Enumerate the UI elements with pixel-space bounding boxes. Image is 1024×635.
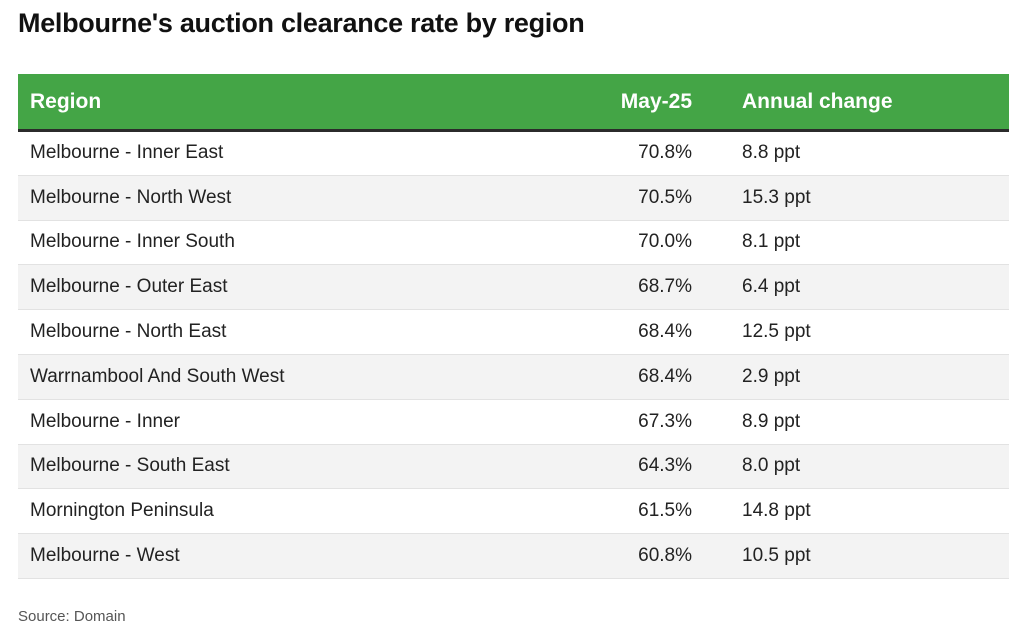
cell-annual-change: 8.0 ppt: [698, 444, 1009, 490]
table-row: Melbourne - North East 68.4% 12.5 ppt: [18, 309, 1009, 355]
cell-region: Melbourne - Inner: [18, 399, 568, 445]
cell-annual-change: 8.9 ppt: [698, 399, 1009, 445]
table-body: Melbourne - Inner East 70.8% 8.8 ppt Melbou…: [18, 130, 1009, 579]
cell-region: Melbourne - Outer East: [18, 264, 568, 311]
cell-region: Warrnambool And South West: [18, 354, 568, 400]
cell-annual-change: 15.3 ppt: [698, 175, 1009, 221]
table-row: Melbourne - West 60.8% 10.5 ppt: [18, 533, 1009, 579]
cell-may-25: 70.5%: [568, 175, 698, 221]
table-row: Melbourne - Inner South 70.0% 8.1 ppt: [18, 220, 1009, 266]
cell-annual-change: 12.5 ppt: [698, 309, 1009, 355]
cell-region: Melbourne - North East: [18, 309, 568, 355]
column-header-annual-change: Annual change: [698, 74, 1009, 132]
table-row: Warrnambool And South West 68.4% 2.9 ppt: [18, 354, 1009, 400]
cell-may-25: 60.8%: [568, 533, 698, 579]
cell-may-25: 68.4%: [568, 354, 698, 400]
table-row: Melbourne - Inner East 70.8% 8.8 ppt: [18, 130, 1009, 176]
cell-may-25: 67.3%: [568, 399, 698, 445]
cell-may-25: 61.5%: [568, 488, 698, 535]
cell-annual-change: 14.8 ppt: [698, 488, 1009, 535]
cell-may-25: 64.3%: [568, 444, 698, 490]
cell-annual-change: 8.1 ppt: [698, 220, 1009, 266]
cell-region: Melbourne - Inner South: [18, 220, 568, 266]
cell-region: Melbourne - North West: [18, 175, 568, 221]
cell-annual-change: 2.9 ppt: [698, 354, 1009, 400]
cell-may-25: 70.8%: [568, 130, 698, 176]
cell-region: Melbourne - West: [18, 533, 568, 579]
column-header-may-25: May-25: [568, 74, 698, 132]
table-row: Melbourne - North West 70.5% 15.3 ppt: [18, 175, 1009, 221]
table-header-row: Region May-25 Annual change: [18, 74, 1009, 132]
cell-region: Melbourne - Inner East: [18, 130, 568, 176]
cell-may-25: 68.7%: [568, 264, 698, 311]
table-row: Melbourne - Inner 67.3% 8.9 ppt: [18, 399, 1009, 445]
cell-region: Melbourne - South East: [18, 444, 568, 490]
source-note: Source: Domain: [18, 608, 126, 625]
cell-annual-change: 8.8 ppt: [698, 130, 1009, 176]
table-row: Melbourne - Outer East 68.7% 6.4 ppt: [18, 264, 1009, 311]
table-row: Melbourne - South East 64.3% 8.0 ppt: [18, 444, 1009, 490]
cell-may-25: 70.0%: [568, 220, 698, 266]
cell-annual-change: 10.5 ppt: [698, 533, 1009, 579]
column-header-region: Region: [18, 74, 568, 132]
chart-title: Melbourne's auction clearance rate by re…: [18, 8, 585, 38]
cell-may-25: 68.4%: [568, 309, 698, 355]
clearance-rate-table: Region May-25 Annual change Melbourne - …: [18, 74, 1009, 579]
cell-annual-change: 6.4 ppt: [698, 264, 1009, 311]
table-row: Mornington Peninsula 61.5% 14.8 ppt: [18, 488, 1009, 535]
cell-region: Mornington Peninsula: [18, 488, 568, 535]
